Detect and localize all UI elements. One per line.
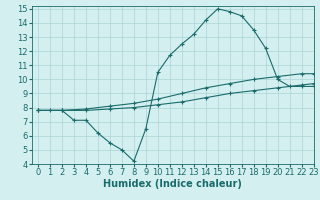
X-axis label: Humidex (Indice chaleur): Humidex (Indice chaleur) — [103, 179, 242, 189]
